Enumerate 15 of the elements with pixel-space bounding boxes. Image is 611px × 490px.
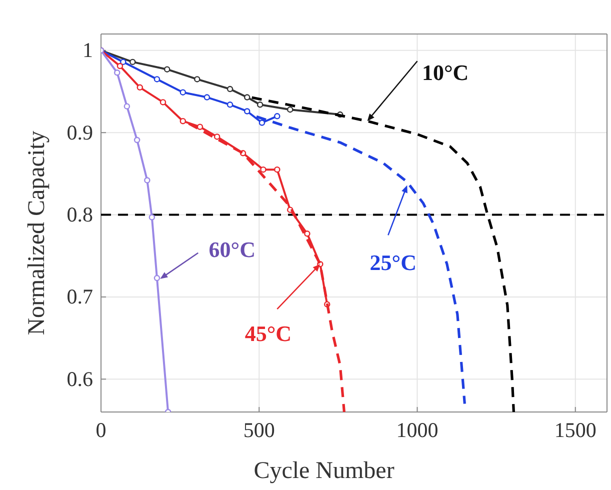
y-axis-title: Normalized Capacity <box>24 130 50 336</box>
x-tick-label: 0 <box>96 418 106 442</box>
y-tick-label: 0.7 <box>66 284 93 309</box>
annotation: 10°C <box>422 60 469 86</box>
y-tick-label: 1 <box>82 38 93 62</box>
y-tick-label: 0.9 <box>66 120 93 144</box>
x-tick-label: 1500 <box>554 418 596 442</box>
x-tick-label: 1000 <box>396 418 438 442</box>
annotation: 60°C <box>208 236 256 262</box>
y-tick-label: 0.6 <box>66 366 93 391</box>
annotation: 45°C <box>244 321 292 346</box>
x-tick-label: 500 <box>243 418 275 442</box>
x-axis-title: Cycle Number <box>254 458 394 484</box>
y-tick-label: 0.8 <box>66 202 93 227</box>
annotation: 25°C <box>370 250 416 276</box>
